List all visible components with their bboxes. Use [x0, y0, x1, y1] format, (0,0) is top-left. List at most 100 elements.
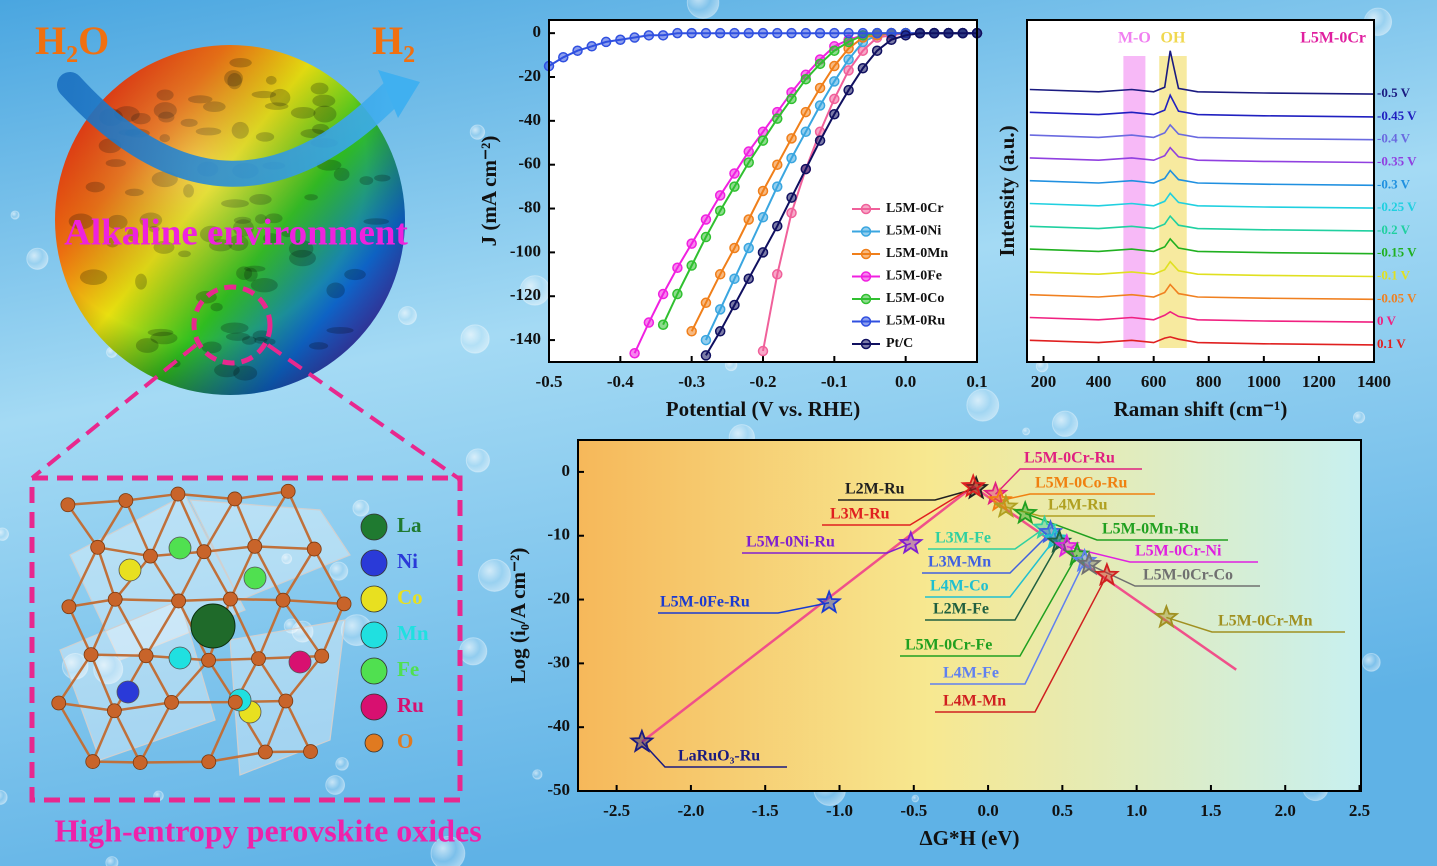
bond: [208, 750, 266, 763]
bubble: [1022, 427, 1031, 436]
x-axis-label: ΔG*H (eV): [919, 826, 1019, 850]
marker: [772, 159, 783, 170]
zoom-circle: [191, 284, 273, 366]
bond: [178, 597, 231, 603]
bubble: [1361, 653, 1381, 672]
marker: [629, 347, 640, 359]
point-label: L5M-0Cr-Co: [1143, 567, 1233, 584]
x-tick-label: -2.0: [677, 801, 704, 820]
marker: [886, 34, 897, 45]
o-atom: [223, 591, 238, 607]
leader-line: [925, 541, 1061, 621]
marker: [843, 36, 854, 48]
marker: [814, 135, 826, 146]
bond: [234, 490, 289, 501]
marker: [843, 27, 854, 39]
legend-marker: [860, 271, 872, 282]
marker: [800, 163, 812, 175]
bond: [66, 504, 99, 549]
atom-label: O: [397, 729, 413, 753]
marker: [729, 242, 740, 254]
band-label: OH: [1161, 30, 1186, 47]
star-point: [987, 487, 1013, 512]
bond: [67, 499, 126, 506]
marker: [729, 181, 740, 192]
zoom-box: [29, 475, 463, 803]
marker: [757, 185, 769, 197]
bond: [149, 555, 180, 602]
y-tick-label: -20: [518, 66, 541, 85]
atom-swatch: [360, 585, 388, 613]
bubble: [0, 789, 8, 805]
star-point: [1153, 603, 1180, 629]
marker: [657, 288, 669, 300]
marker: [829, 27, 840, 39]
zoom-line: [30, 343, 198, 480]
bond: [253, 490, 290, 548]
metal-atom: [288, 650, 312, 674]
bubble: [460, 324, 490, 354]
bond: [233, 498, 256, 547]
series-label: 0 V: [1377, 313, 1397, 328]
point-label: L5M-0Cr-Fe: [905, 637, 992, 654]
bubble: [532, 769, 543, 780]
bond: [144, 655, 173, 703]
x-tick-label: -1.0: [826, 801, 853, 820]
o-atom: [132, 755, 148, 770]
marker: [714, 190, 726, 201]
marker: [857, 45, 869, 56]
marker: [928, 27, 940, 39]
point-label: L2M-Ru: [845, 481, 905, 498]
bond: [92, 760, 141, 764]
marker: [757, 27, 769, 39]
leader-line: [994, 468, 1142, 495]
series-line: [1029, 50, 1375, 95]
point-label: L3M-Mn: [928, 554, 991, 571]
point-label: L4M-Co: [930, 578, 989, 595]
bubble: [469, 124, 486, 140]
marker: [800, 126, 812, 138]
point-label: L5M-0Cr-Ru: [1024, 450, 1115, 467]
o-atom: [170, 486, 186, 502]
point-label: L4M-Ru: [1048, 497, 1108, 514]
legend-label: L5M-0Ni: [886, 224, 941, 239]
plot-area: [1027, 20, 1374, 362]
bubble: [0, 527, 10, 541]
bubble: [10, 210, 20, 220]
atom-swatch: [360, 549, 388, 577]
bubble: [478, 558, 511, 592]
bond: [144, 600, 180, 657]
o-atom: [336, 596, 352, 612]
marker: [700, 214, 712, 225]
marker: [814, 100, 826, 111]
marker: [714, 27, 726, 39]
metal-atom: [243, 566, 267, 590]
marker: [829, 109, 840, 120]
leader-line: [658, 602, 830, 614]
metal-atom: [116, 680, 140, 704]
y-tick-label: -140: [510, 329, 541, 348]
bond: [124, 500, 152, 557]
crystal-structure: [51, 483, 352, 776]
bubble: [430, 836, 466, 866]
o-atom: [201, 754, 217, 770]
atom-legend: La Ni Co Mn Fe Ru O: [360, 513, 429, 753]
bubble: [459, 637, 488, 666]
leader-line: [930, 560, 1086, 685]
leader-line: [641, 741, 787, 768]
point-label: L5M-0Mn-Ru: [1102, 521, 1199, 538]
x-tick-label: 400: [1086, 372, 1112, 391]
series-label: -0.3 V: [1377, 176, 1411, 191]
star-point: [1076, 550, 1103, 576]
marker: [772, 181, 783, 192]
x-tick-label: -0.1: [821, 372, 848, 391]
marker: [600, 36, 612, 48]
marker: [786, 27, 797, 39]
o-atom: [118, 493, 134, 508]
atom-label: Ni: [397, 549, 418, 573]
marker: [900, 30, 911, 41]
star-point: [982, 480, 1009, 506]
marker: [829, 45, 840, 56]
bond: [281, 548, 316, 601]
